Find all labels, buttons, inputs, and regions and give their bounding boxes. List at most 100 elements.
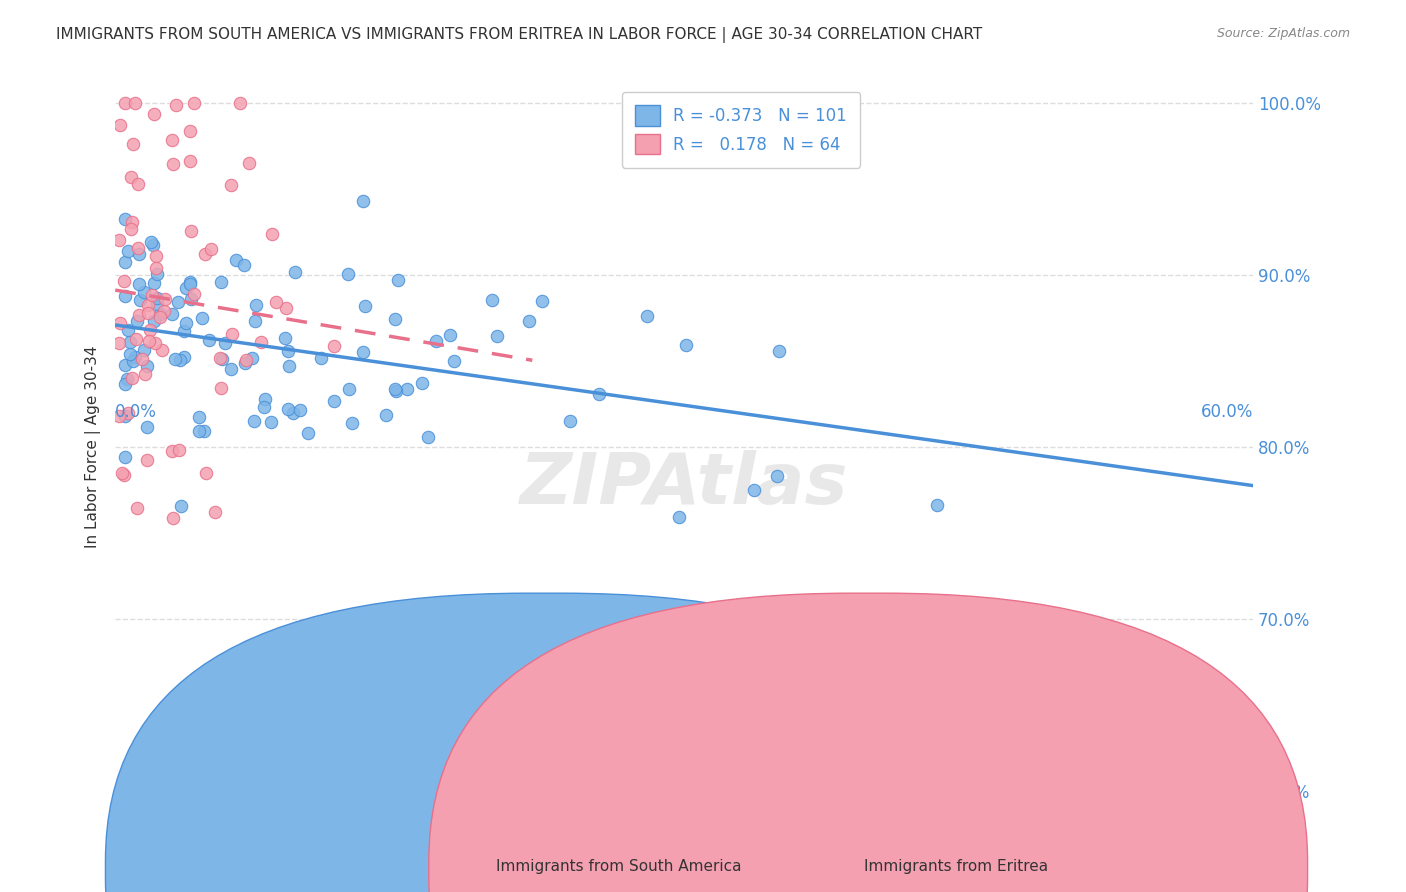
Point bbox=[128, 293, 150, 307]
Point bbox=[284, 265, 307, 279]
Point bbox=[221, 326, 243, 341]
Point bbox=[260, 415, 283, 429]
Point bbox=[281, 406, 304, 420]
Point bbox=[112, 468, 135, 483]
Point bbox=[124, 351, 146, 365]
Point bbox=[127, 241, 149, 255]
Point bbox=[114, 409, 136, 423]
Point bbox=[127, 500, 149, 515]
Point bbox=[132, 343, 155, 357]
Point bbox=[149, 306, 172, 320]
Point bbox=[125, 332, 148, 346]
Point bbox=[118, 335, 141, 350]
Point bbox=[118, 347, 141, 361]
Point bbox=[193, 424, 215, 438]
Point bbox=[211, 352, 233, 367]
Point bbox=[768, 344, 790, 359]
Point bbox=[742, 483, 765, 497]
Point bbox=[352, 345, 374, 359]
Point bbox=[588, 386, 610, 401]
Point bbox=[225, 253, 247, 268]
Point bbox=[139, 235, 162, 250]
Point bbox=[136, 306, 159, 320]
Point bbox=[309, 351, 332, 365]
Point bbox=[243, 414, 266, 428]
Point bbox=[165, 98, 187, 112]
Point bbox=[142, 314, 165, 328]
Point bbox=[195, 466, 218, 480]
Point bbox=[128, 308, 150, 322]
Point bbox=[384, 384, 406, 399]
Point bbox=[162, 157, 184, 171]
Point bbox=[122, 136, 145, 151]
Point bbox=[190, 310, 212, 325]
Point bbox=[170, 499, 193, 513]
Point bbox=[145, 260, 167, 275]
Point bbox=[375, 408, 398, 422]
Point bbox=[266, 294, 288, 309]
Point bbox=[439, 328, 461, 343]
Point bbox=[262, 227, 284, 241]
Point bbox=[120, 222, 142, 236]
Point bbox=[128, 247, 150, 261]
Point bbox=[337, 382, 360, 396]
Point bbox=[180, 224, 202, 238]
Point bbox=[274, 331, 297, 345]
Point bbox=[235, 352, 257, 367]
Point bbox=[108, 233, 131, 247]
Point bbox=[169, 353, 191, 368]
Point bbox=[277, 344, 299, 359]
Point bbox=[125, 314, 148, 328]
Point bbox=[276, 301, 298, 316]
Point bbox=[252, 401, 274, 415]
Point bbox=[278, 359, 301, 374]
Text: IMMIGRANTS FROM SOUTH AMERICA VS IMMIGRANTS FROM ERITREA IN LABOR FORCE | AGE 30: IMMIGRANTS FROM SOUTH AMERICA VS IMMIGRA… bbox=[56, 27, 983, 43]
Point bbox=[146, 297, 169, 311]
Point bbox=[517, 314, 540, 328]
Point bbox=[117, 323, 139, 337]
Point bbox=[197, 333, 219, 347]
Point bbox=[531, 294, 554, 309]
Legend: R = -0.373   N = 101, R =   0.178   N = 64: R = -0.373 N = 101, R = 0.178 N = 64 bbox=[621, 92, 860, 168]
Point bbox=[108, 336, 131, 351]
Point bbox=[114, 376, 136, 391]
Point bbox=[111, 466, 134, 480]
Point bbox=[146, 291, 169, 305]
Point bbox=[136, 298, 159, 312]
Point bbox=[145, 267, 167, 281]
Point bbox=[200, 242, 222, 256]
Point bbox=[127, 178, 149, 192]
Point bbox=[132, 285, 155, 299]
Point bbox=[136, 420, 159, 434]
Point bbox=[340, 416, 363, 430]
Point bbox=[219, 178, 242, 193]
Point bbox=[173, 350, 195, 364]
Point bbox=[174, 316, 197, 330]
Point bbox=[138, 334, 160, 349]
Point bbox=[233, 356, 256, 370]
Text: 60.0%: 60.0% bbox=[1201, 403, 1253, 421]
Point bbox=[136, 452, 159, 467]
Point bbox=[115, 372, 138, 386]
Point bbox=[149, 310, 172, 324]
Point bbox=[214, 335, 236, 350]
Text: ZIPAtlas: ZIPAtlas bbox=[520, 450, 848, 519]
Point bbox=[353, 299, 375, 313]
Point bbox=[141, 288, 163, 302]
Point bbox=[183, 287, 205, 301]
Point bbox=[124, 95, 146, 110]
Point bbox=[766, 469, 789, 483]
Point bbox=[290, 402, 312, 417]
Point bbox=[179, 154, 201, 169]
Point bbox=[238, 156, 260, 170]
Point bbox=[560, 414, 582, 428]
Point bbox=[485, 329, 508, 343]
Point bbox=[384, 312, 406, 326]
Point bbox=[179, 123, 201, 137]
Point bbox=[128, 277, 150, 291]
Point bbox=[236, 758, 259, 772]
Point bbox=[384, 382, 406, 396]
Point bbox=[108, 317, 131, 331]
Point bbox=[121, 370, 143, 384]
Point bbox=[153, 292, 176, 306]
